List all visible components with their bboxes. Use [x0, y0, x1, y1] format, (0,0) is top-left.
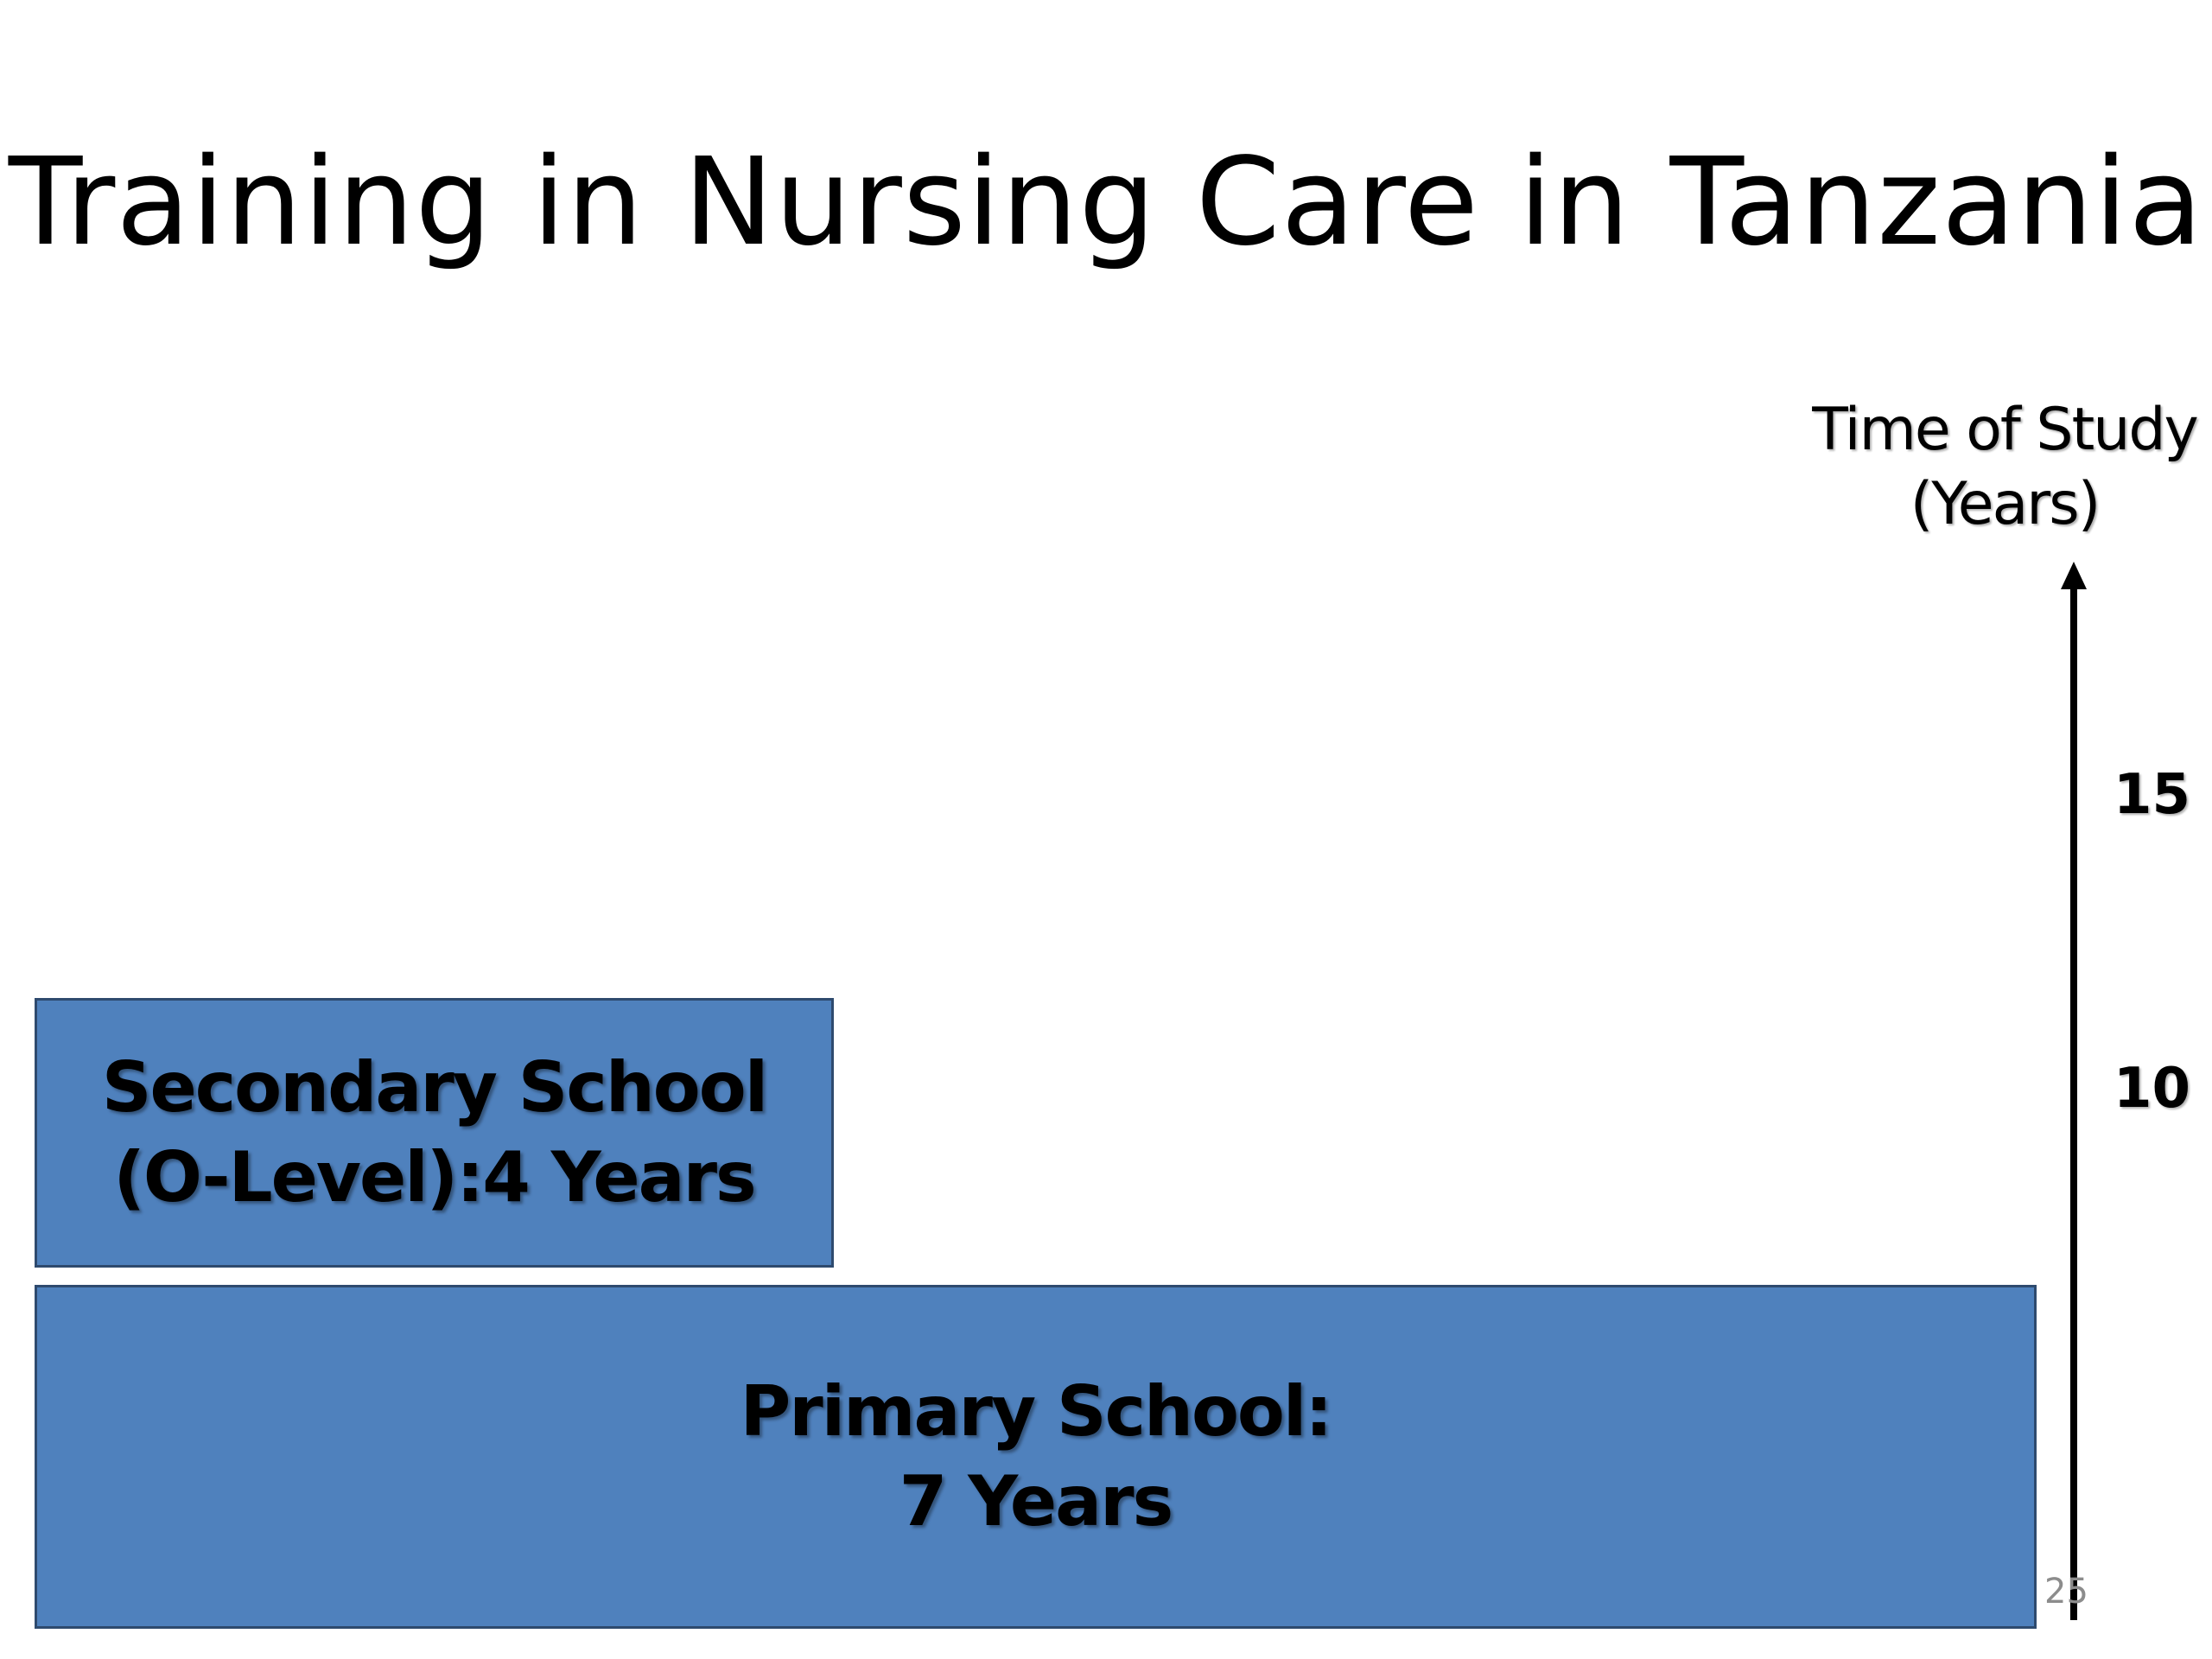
secondary-school-label: Secondary School (O-Level):4 Years: [101, 1043, 768, 1223]
primary-school-label-line2: 7 Years: [899, 1461, 1173, 1541]
axis-tick-10: 10: [2113, 1057, 2191, 1121]
primary-school-label: Primary School: 7 Years: [740, 1367, 1333, 1547]
axis-tick-15: 15: [2113, 763, 2191, 827]
secondary-school-label-line2: (O-Level):4 Years: [113, 1137, 756, 1217]
secondary-school-block: Secondary School (O-Level):4 Years: [35, 998, 834, 1268]
axis-title-line1: Time of Study: [1812, 396, 2199, 464]
axis-title: Time of Study (Years): [1797, 393, 2212, 542]
page-number: 25: [2044, 1572, 2088, 1611]
primary-school-label-line1: Primary School:: [740, 1371, 1333, 1452]
axis-title-line2: (Years): [1910, 470, 2101, 538]
secondary-school-label-line1: Secondary School: [101, 1047, 768, 1128]
primary-school-block: Primary School: 7 Years: [35, 1285, 2037, 1629]
slide-title: Training in Nursing Care in Tanzania: [8, 132, 2204, 273]
time-axis-arrowhead-icon: [2061, 562, 2087, 589]
